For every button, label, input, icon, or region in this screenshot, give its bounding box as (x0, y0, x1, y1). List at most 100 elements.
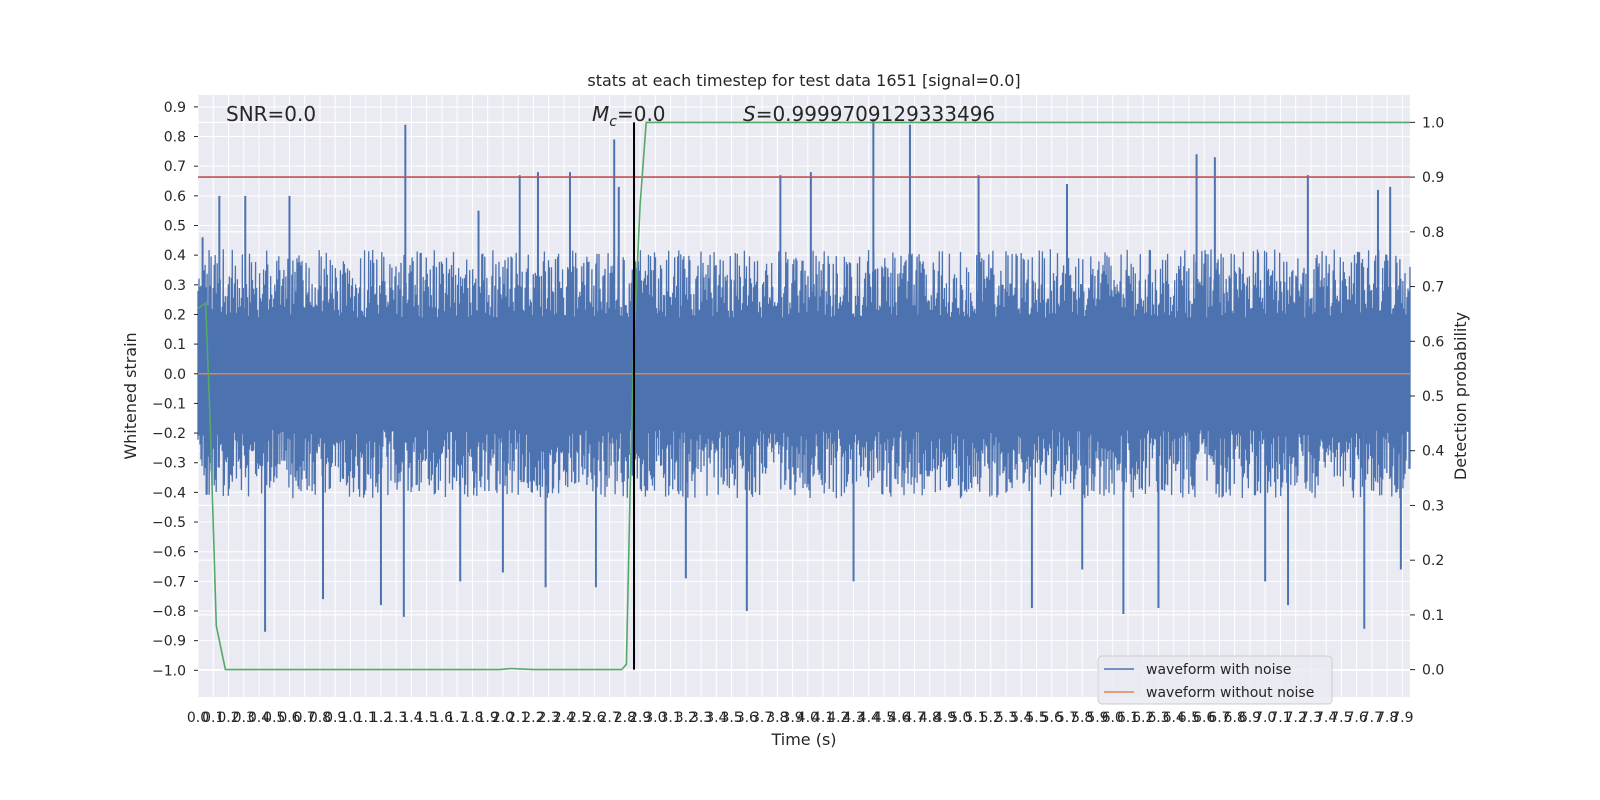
y-tick-label: −0.5 (152, 515, 186, 531)
x-tick-label: 5.2 (980, 710, 1002, 726)
x-tick-label: 2.4 (553, 710, 575, 726)
legend: waveform with noise waveform without nois… (1097, 655, 1333, 705)
y-tick-label: 0.6 (164, 189, 186, 205)
x-tick-label: 5.3 (995, 710, 1017, 726)
x-tick-label: 6.6 (1193, 710, 1215, 726)
x-tick-label: 0.1 (202, 710, 224, 726)
x-tick-label: 4.8 (919, 710, 941, 726)
x-tick-label: 7.4 (1315, 710, 1337, 726)
x-tick-label: 4.2 (827, 710, 849, 726)
x-tick-label: 0.0 (187, 710, 209, 726)
x-tick-label: 1.3 (385, 710, 407, 726)
x-tick-label: 6.5 (1178, 710, 1200, 726)
x-tick-label: 2.0 (492, 710, 514, 726)
x-tick-label: 2.6 (583, 710, 605, 726)
y-tick-label: −0.3 (152, 456, 186, 472)
y-tick-label: 0.5 (164, 218, 186, 234)
x-tick-label: 7.8 (1376, 710, 1398, 726)
mc-annotation: Mc=0.0 (592, 102, 666, 130)
x-tick-label: 2.2 (522, 710, 544, 726)
x-tick-label: 6.2 (1132, 710, 1154, 726)
x-tick-label: 7.6 (1346, 710, 1368, 726)
x-tick-label: 5.0 (949, 710, 971, 726)
x-tick-label: 1.0 (339, 710, 361, 726)
x-tick-label: 2.9 (629, 710, 651, 726)
y2-tick-label: 0.0 (1422, 663, 1444, 679)
y2-tick-label: 0.7 (1422, 280, 1444, 296)
x-tick-label: 2.3 (538, 710, 560, 726)
s-symbol: S (743, 102, 756, 126)
x-tick-label: 4.1 (812, 710, 834, 726)
x-tick-label: 3.6 (736, 710, 758, 726)
snr-annotation: SNR=0.0 (226, 102, 316, 126)
x-tick-label: 5.9 (1086, 710, 1108, 726)
x-tick-label: 2.8 (614, 710, 636, 726)
x-tick-label: 1.9 (477, 710, 499, 726)
x-tick-label: 6.3 (1147, 710, 1169, 726)
x-tick-label: 0.8 (309, 710, 331, 726)
x-tick-label: 1.2 (370, 710, 392, 726)
x-tick-label: 3.0 (644, 710, 666, 726)
x-tick-label: 6.0 (1102, 710, 1124, 726)
axes: −1.0 −0.9 −0.8 −0.7 −0.6 −0.5 −0.4 −0.3 −0.2 −0.1… (121, 71, 1470, 749)
mc-symbol: M (592, 102, 609, 126)
x-tick-label: 7.1 (1269, 710, 1291, 726)
x-tick-label: 3.9 (781, 710, 803, 726)
y2-tick-label: 0.8 (1422, 225, 1444, 241)
y-tick-label: −0.7 (152, 574, 186, 590)
x-tick-label: 0.2 (217, 710, 239, 726)
x-tick-label: 4.6 (888, 710, 910, 726)
x-tick-label: 6.1 (1117, 710, 1139, 726)
x-tick-label: 5.6 (1041, 710, 1063, 726)
y-tick-label: 0.9 (164, 100, 186, 116)
x-tick-label: 1.5 (416, 710, 438, 726)
x-tick-label: 2.1 (507, 710, 529, 726)
y2-tick-label: 0.2 (1422, 553, 1444, 569)
x-tick-label: 6.4 (1163, 710, 1185, 726)
x-tick-label: 5.7 (1056, 710, 1078, 726)
y-tick-label: 0.0 (164, 367, 186, 383)
x-tick-label: 3.7 (751, 710, 773, 726)
x-tick-label: 5.5 (1025, 710, 1047, 726)
chart-title: stats at each timestep for test data 165… (587, 71, 1020, 90)
s-annotation: S=0.9999709129333496 (743, 102, 995, 126)
legend-label: waveform with noise (1146, 662, 1291, 678)
x-tick-label: 3.4 (705, 710, 727, 726)
x-tick-label: 7.0 (1254, 710, 1276, 726)
x-tick-label: 6.9 (1239, 710, 1261, 726)
x-tick-label: 3.3 (690, 710, 712, 726)
legend-label: waveform without noise (1146, 685, 1314, 701)
x-tick-label: 5.8 (1071, 710, 1093, 726)
y-tick-label: −0.1 (152, 396, 186, 412)
x-tick-label: 1.6 (431, 710, 453, 726)
y-tick-label: 0.3 (164, 278, 186, 294)
x-tick-label: 0.6 (278, 710, 300, 726)
waveform-with-noise-series (197, 118, 1411, 632)
y-tick-label: −0.6 (152, 545, 186, 561)
x-tick-label: 7.2 (1285, 710, 1307, 726)
x-tick-label: 0.3 (233, 710, 255, 726)
mc-value: =0.0 (617, 102, 666, 126)
y2-axis-label: Detection probability (1451, 312, 1470, 480)
x-tick-label: 0.7 (294, 710, 316, 726)
y-tick-label: 0.8 (164, 130, 186, 146)
x-tick-label: 5.4 (1010, 710, 1032, 726)
x-tick-label: 4.9 (934, 710, 956, 726)
x-tick-label: 3.2 (675, 710, 697, 726)
detection-probability-line (197, 121, 1410, 671)
x-tick-label: 4.3 (842, 710, 864, 726)
lines (197, 121, 1410, 671)
x-tick-label: 6.7 (1208, 710, 1230, 726)
legend-box (1097, 655, 1333, 705)
x-tick-label: 1.1 (355, 710, 377, 726)
waveform-with-noise-line (197, 249, 1411, 499)
x-tick-label: 1.7 (446, 710, 468, 726)
x-tick-label: 3.5 (720, 710, 742, 726)
x-tick-label: 0.5 (263, 710, 285, 726)
y-tick-label: −0.2 (152, 426, 186, 442)
y2-tick-label: 1.0 (1422, 115, 1444, 131)
y-tick-label: −0.8 (152, 604, 186, 620)
y-tick-label: −0.9 (152, 634, 186, 650)
x-tick-label: 3.1 (659, 710, 681, 726)
